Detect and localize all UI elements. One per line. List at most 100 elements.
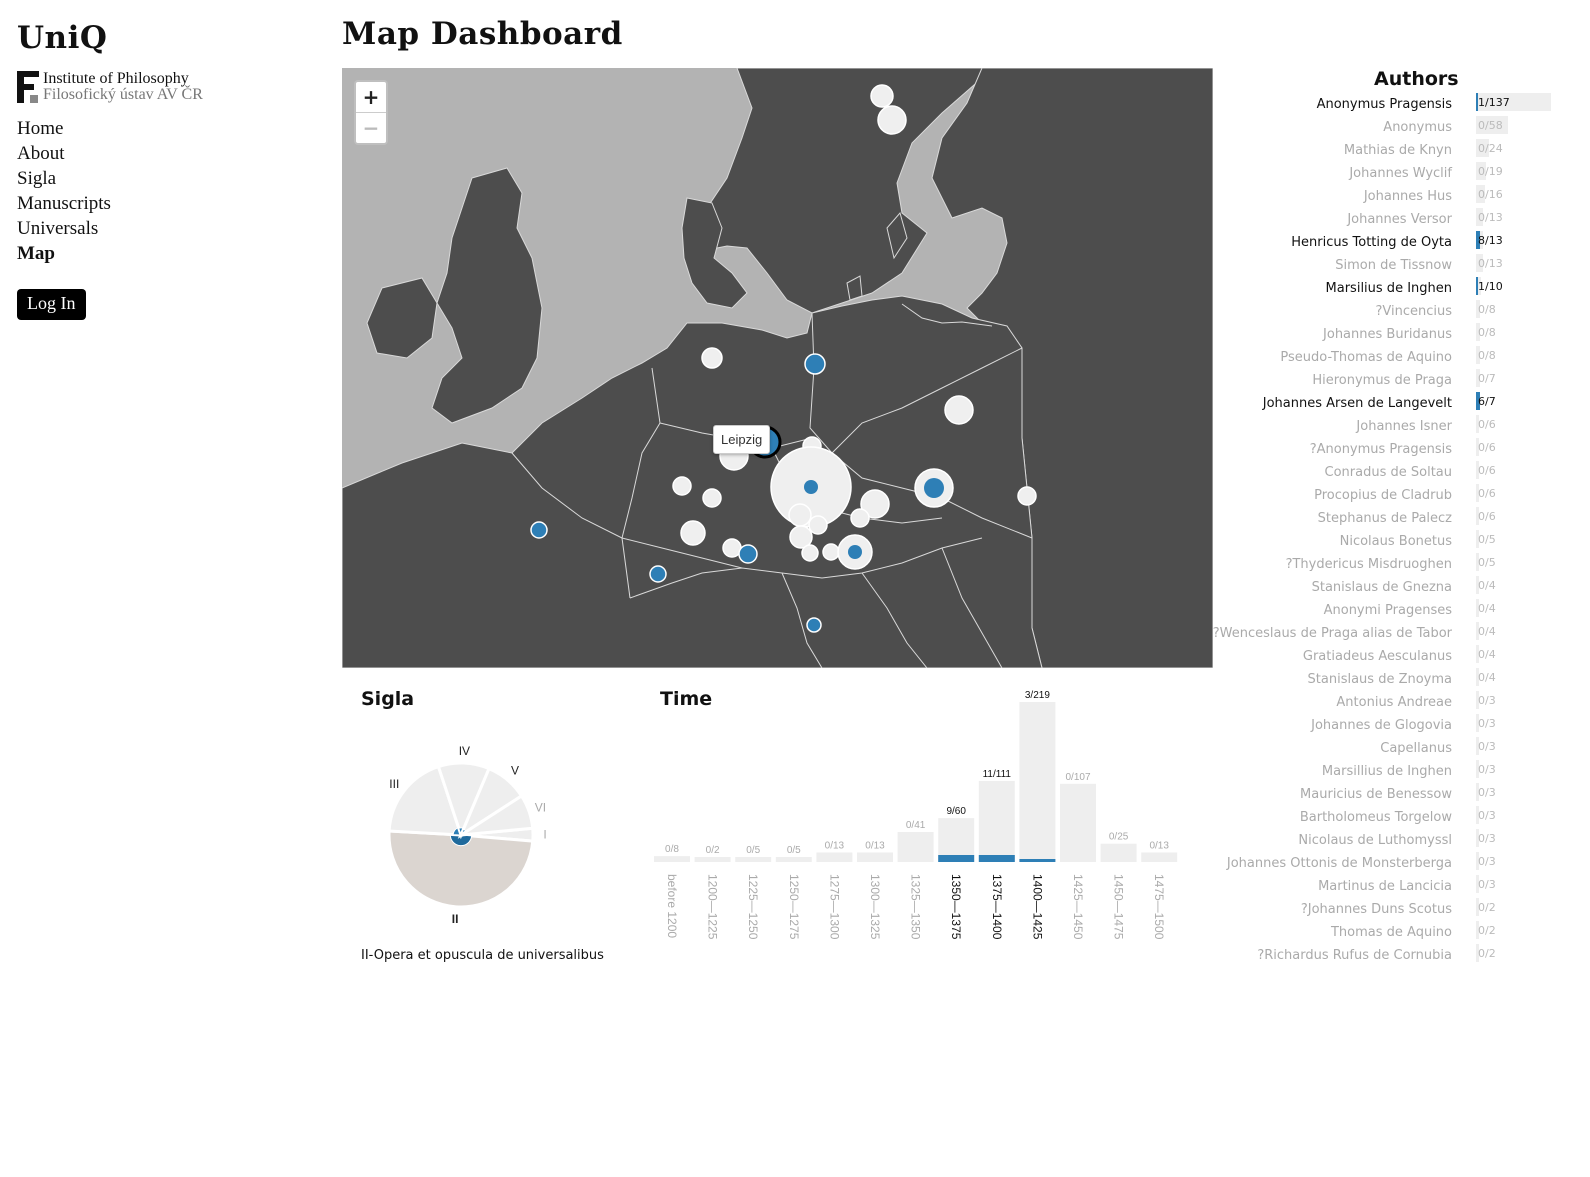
author-bar[interactable]	[1476, 116, 1508, 134]
zoom-out-button[interactable]: −	[362, 116, 380, 140]
map-marker-selected[interactable]	[738, 544, 758, 564]
author-bar[interactable]	[1476, 944, 1479, 962]
time-bar-12[interactable]	[1141, 852, 1178, 862]
map-marker-selected[interactable]	[806, 617, 822, 633]
author-bar[interactable]	[1476, 898, 1479, 916]
author-bar[interactable]	[1476, 553, 1479, 571]
author-bar[interactable]	[1476, 691, 1479, 709]
author-bar[interactable]	[1476, 162, 1487, 180]
author-name[interactable]: Anonymus	[1383, 120, 1452, 135]
nav-sigla[interactable]: Sigla	[17, 168, 57, 189]
time-bar-chart[interactable]: 0/8 before 1200 0/2 1200—1225 0/5 1225—1250 0/…	[650, 690, 1210, 960]
author-name[interactable]: Hieronymus de Praga	[1312, 373, 1452, 388]
time-bar-9[interactable]	[1019, 702, 1056, 862]
map-marker[interactable]	[877, 105, 907, 135]
time-bar-5[interactable]	[857, 852, 893, 862]
author-name[interactable]: Johannes Versor	[1347, 212, 1452, 227]
map-marker[interactable]	[672, 476, 692, 496]
author-row[interactable]: Stephanus de Palecz 0/6	[1180, 507, 1580, 530]
author-row[interactable]: Johannes Ottonis de Monsterberga 0/3	[1180, 852, 1580, 875]
author-name[interactable]: Johannes Wyclif	[1349, 166, 1452, 181]
author-row[interactable]: Johannes Arsen de Langevelt 6/7	[1180, 392, 1580, 415]
time-bar-0[interactable]	[654, 856, 690, 862]
map-marker-selected[interactable]	[530, 521, 548, 539]
author-row[interactable]: Johannes de Glogovia 0/3	[1180, 714, 1580, 737]
author-name[interactable]: Johannes Isner	[1356, 419, 1452, 434]
author-row[interactable]: Anonymus 0/58	[1180, 116, 1580, 139]
author-name[interactable]: Conradus de Soltau	[1324, 465, 1452, 480]
time-bar-3[interactable]	[775, 857, 812, 862]
author-row[interactable]: ?Thydericus Misdruoghen 0/5	[1180, 553, 1580, 576]
author-row[interactable]: ?Johannes Duns Scotus 0/2	[1180, 898, 1580, 921]
author-bar[interactable]	[1476, 185, 1485, 203]
author-row[interactable]: Johannes Buridanus 0/8	[1180, 323, 1580, 346]
sigla-slice-VI[interactable]	[460, 793, 535, 837]
map-marker[interactable]	[850, 508, 870, 528]
author-row[interactable]: ?Anonymus Pragensis 0/6	[1180, 438, 1580, 461]
author-bar[interactable]	[1476, 852, 1479, 870]
map-marker[interactable]	[788, 503, 812, 527]
time-bar-selected-9[interactable]	[1019, 859, 1056, 862]
author-bar[interactable]	[1476, 829, 1479, 847]
time-bar-2[interactable]	[735, 857, 772, 862]
author-bar[interactable]	[1476, 300, 1481, 318]
author-name[interactable]: Pseudo-Thomas de Aquino	[1280, 350, 1452, 365]
author-bar[interactable]	[1476, 576, 1479, 594]
author-name[interactable]: Nicolaus Bonetus	[1339, 534, 1452, 549]
author-name[interactable]: Martinus de Lancicia	[1318, 879, 1452, 894]
author-bar[interactable]	[1476, 622, 1479, 640]
author-bar[interactable]	[1476, 415, 1480, 433]
author-bar[interactable]	[1476, 93, 1551, 111]
author-row[interactable]: Conradus de Soltau 0/6	[1180, 461, 1580, 484]
author-bar[interactable]	[1476, 645, 1479, 663]
map-view[interactable]: + − Leipzig	[342, 68, 1213, 668]
sigla-slice-selected-II[interactable]	[449, 833, 473, 847]
author-name[interactable]: Stephanus de Palecz	[1317, 511, 1452, 526]
author-name[interactable]: Johannes Buridanus	[1323, 327, 1452, 342]
login-button[interactable]: Log In	[17, 289, 86, 320]
author-bar[interactable]	[1476, 783, 1479, 801]
author-row[interactable]: Antonius Andreae 0/3	[1180, 691, 1580, 714]
map-marker[interactable]	[680, 520, 706, 546]
author-bar[interactable]	[1476, 277, 1482, 295]
author-name[interactable]: Capellanus	[1380, 741, 1452, 756]
author-name[interactable]: Marsilius de Inghen	[1325, 281, 1452, 296]
time-bar-1[interactable]	[694, 857, 731, 862]
nav-about[interactable]: About	[17, 143, 65, 164]
author-bar[interactable]	[1476, 921, 1479, 939]
map-canvas[interactable]	[342, 68, 1213, 668]
author-name[interactable]: ?Thydericus Misdruoghen	[1285, 557, 1452, 572]
brand-logo[interactable]: UniQ	[17, 20, 108, 56]
map-marker[interactable]	[944, 395, 974, 425]
author-name[interactable]: Bartholomeus Torgelow	[1299, 810, 1452, 825]
author-row[interactable]: Thomas de Aquino 0/2	[1180, 921, 1580, 944]
map-marker-selected[interactable]	[848, 545, 862, 559]
author-bar[interactable]	[1476, 806, 1479, 824]
author-bar[interactable]	[1476, 208, 1484, 226]
map-marker[interactable]	[860, 489, 890, 519]
author-bar[interactable]	[1476, 369, 1480, 387]
author-name[interactable]: Thomas de Aquino	[1330, 925, 1452, 940]
map-marker[interactable]	[789, 525, 813, 549]
nav-home[interactable]: Home	[17, 118, 64, 139]
author-row[interactable]: ?Richardus Rufus de Cornubia 0/2	[1180, 944, 1580, 967]
author-row[interactable]: Procopius de Cladrub 0/6	[1180, 484, 1580, 507]
author-name[interactable]: Antonius Andreae	[1336, 695, 1452, 710]
author-name[interactable]: Marsillius de Inghen	[1321, 764, 1452, 779]
time-bar-11[interactable]	[1100, 843, 1137, 862]
author-bar[interactable]	[1476, 875, 1479, 893]
author-name[interactable]: Anonymus Pragensis	[1316, 97, 1452, 112]
author-row[interactable]: Marsilius de Inghen 1/10	[1180, 277, 1580, 300]
author-name[interactable]: Gratiadeus Aesculanus	[1302, 649, 1452, 664]
author-name[interactable]: Henricus Totting de Oyta	[1291, 235, 1452, 250]
author-name[interactable]: ?Richardus Rufus de Cornubia	[1257, 948, 1452, 963]
author-row[interactable]: Bartholomeus Torgelow 0/3	[1180, 806, 1580, 829]
author-bar[interactable]	[1476, 461, 1480, 479]
author-row[interactable]: ?Wenceslaus de Praga alias de Tabor 0/4	[1180, 622, 1580, 645]
map-marker[interactable]	[701, 347, 723, 369]
author-name[interactable]: Mathias de Knyn	[1343, 143, 1452, 158]
author-bar[interactable]	[1476, 139, 1490, 157]
zoom-in-button[interactable]: +	[356, 82, 386, 113]
time-bar-selected-8[interactable]	[978, 855, 1015, 862]
